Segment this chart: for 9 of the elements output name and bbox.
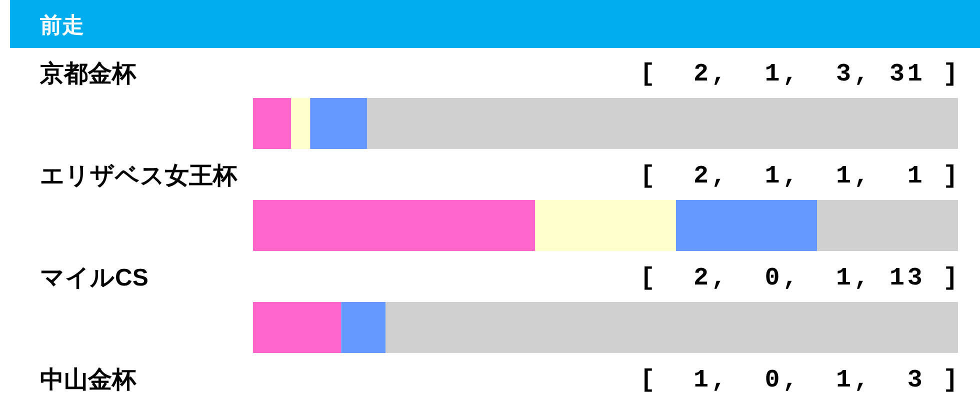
title: 前走 [40, 12, 84, 38]
category-label: マイルCS [40, 264, 148, 292]
category-label: 中山金杯 [40, 366, 136, 394]
category-label: 京都金杯 [40, 60, 136, 88]
category-label: エリザベス女王杯 [40, 162, 237, 190]
annotation: [ 2, 1, 3, 31 ] [640, 60, 958, 88]
annotation: [ 2, 0, 1, 13 ] [640, 264, 958, 292]
annotation: [ 1, 0, 1, 3 ] [640, 366, 958, 394]
annotation: [ 2, 1, 1, 1 ] [640, 162, 958, 190]
